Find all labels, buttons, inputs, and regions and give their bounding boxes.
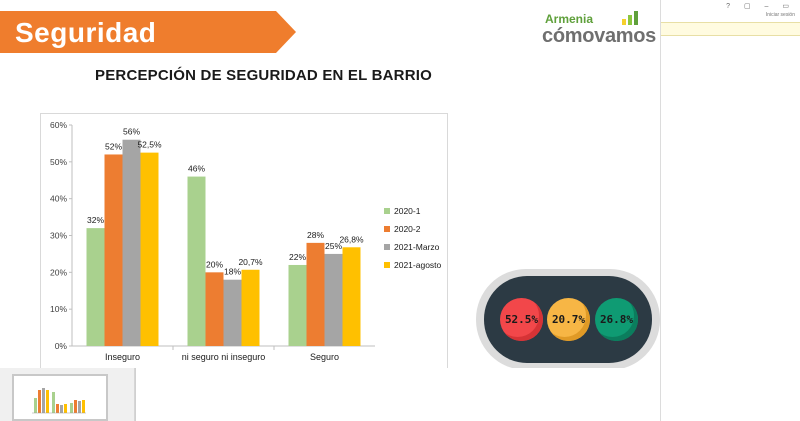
bar xyxy=(122,139,141,346)
legend-swatch xyxy=(384,244,390,250)
sign-in-link[interactable]: Iniciar sesión xyxy=(765,12,795,18)
data-label: 18% xyxy=(224,267,241,277)
y-tick-label: 50% xyxy=(50,157,67,167)
bar xyxy=(223,279,242,346)
bar-chart: 0% 10% 20% 30% 40% 50% 60% 32% 52%56% 52,5% Insegu… xyxy=(50,120,442,362)
y-tick-label: 10% xyxy=(50,304,67,314)
traffic-light: 52.5% 20.7% 26.8% xyxy=(475,268,661,371)
y-tick-label: 20% xyxy=(50,267,67,277)
data-label: 26,8% xyxy=(339,234,364,244)
right-pane: ? ▢ – ▭ Iniciar sesión xyxy=(660,0,800,421)
window-controls-icon[interactable]: ? ▢ – ▭ xyxy=(726,3,795,10)
data-label: 52,5% xyxy=(137,140,162,150)
data-label: 20% xyxy=(206,259,223,269)
y-tick-label: 0% xyxy=(55,341,68,351)
chart-title: PERCEPCIÓN DE SEGURIDAD EN EL BARRIO xyxy=(95,67,432,84)
data-label: 25% xyxy=(325,241,342,251)
editor-canvas xyxy=(135,368,660,421)
legend-entry: 2021-Marzo xyxy=(394,242,440,252)
category-label: Inseguro xyxy=(105,352,140,362)
bar xyxy=(205,272,224,346)
data-label: 56% xyxy=(123,127,140,137)
slide-thumbnail[interactable] xyxy=(12,374,108,421)
legend-swatch xyxy=(384,226,390,232)
signal-bars-icon xyxy=(622,11,638,25)
bar xyxy=(86,228,105,346)
notification-bar xyxy=(661,22,800,36)
logo: Armenia cómovamos xyxy=(540,10,656,47)
category-label: ni seguro ni inseguro xyxy=(182,352,266,362)
traffic-light-value: 52.5% xyxy=(500,298,543,341)
data-label: 52% xyxy=(105,141,122,151)
slide-thumbnails xyxy=(0,368,135,421)
window-topbar: ? ▢ – ▭ Iniciar sesión xyxy=(661,0,800,20)
bar xyxy=(140,152,159,346)
y-tick-label: 30% xyxy=(50,231,67,241)
category-label: Seguro xyxy=(310,352,339,362)
bar xyxy=(104,154,123,346)
bar xyxy=(306,242,325,346)
traffic-light-value: 26.8% xyxy=(595,298,638,341)
bar xyxy=(288,264,307,346)
chart-frame: 0% 10% 20% 30% 40% 50% 60% 32% 52% 56% 52,5% Insegu… xyxy=(40,113,448,370)
y-tick-label: 60% xyxy=(50,120,67,130)
legend-entry: 2020-2 xyxy=(394,224,421,234)
title-banner xyxy=(0,11,296,53)
data-label: 20,7% xyxy=(238,257,263,267)
page-title: Seguridad xyxy=(15,17,157,48)
data-label: 32% xyxy=(87,215,104,225)
bar xyxy=(342,247,361,346)
bar xyxy=(187,176,206,346)
banner-shape xyxy=(0,11,296,53)
traffic-light-value: 20.7% xyxy=(547,298,590,341)
legend-swatch xyxy=(384,262,390,268)
logo-brand: cómovamos xyxy=(542,25,657,47)
y-tick-label: 40% xyxy=(50,194,67,204)
bar xyxy=(324,253,343,346)
slide: Seguridad Armenia cómovamos PERCEPCIÓN D… xyxy=(0,0,661,371)
thumbnail-chart-icon xyxy=(32,388,86,414)
data-label: 22% xyxy=(289,252,306,262)
legend-entry: 2021-agosto xyxy=(394,260,442,270)
legend-entry: 2020-1 xyxy=(394,206,421,216)
logo-city: Armenia xyxy=(545,12,594,26)
legend-swatch xyxy=(384,208,390,214)
bar xyxy=(241,269,260,346)
data-label: 28% xyxy=(307,230,324,240)
data-label: 46% xyxy=(188,164,205,174)
